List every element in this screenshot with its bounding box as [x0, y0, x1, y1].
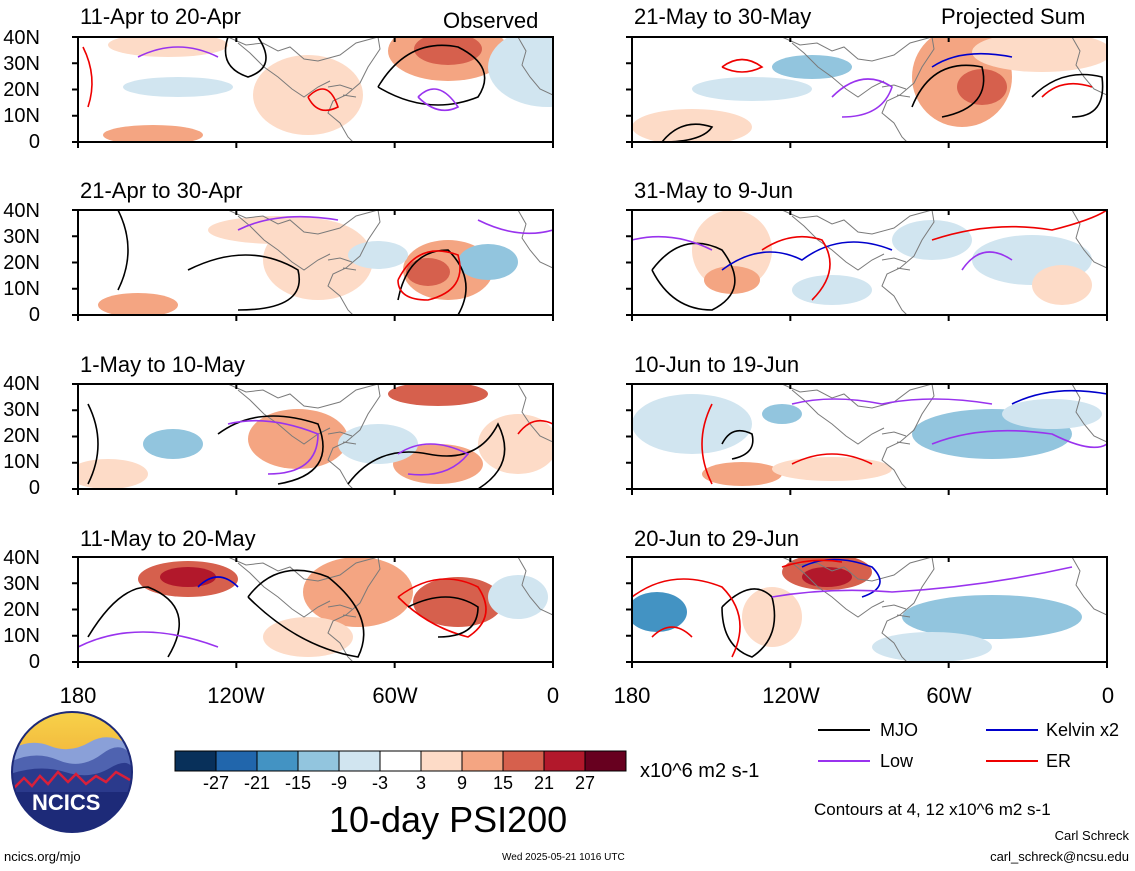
colorbar-box [338, 750, 381, 772]
lat-label-20n: 20N [3, 252, 40, 274]
contours-note: Contours at 4, 12 x10^6 m2 s-1 [814, 800, 1051, 819]
colorbar-box [174, 750, 217, 772]
colorbar-box [379, 750, 422, 772]
map-panel [72, 556, 554, 668]
lon-label-0-right: 0 [1101, 683, 1115, 708]
colorbar-tick: -9 [330, 773, 348, 793]
observed-label: Observed [443, 8, 539, 33]
footer-timestamp: Wed 2025-05-21 1016 UTC [502, 852, 625, 863]
panel-title-projected-3: 10-Jun to 19-Jun [634, 352, 800, 377]
footer-email[interactable]: carl_schreck@ncsu.edu [990, 849, 1129, 864]
legend-label-er: ER [1046, 751, 1072, 771]
lon-label-120w-right: 120W [762, 683, 820, 708]
lat-label-20n: 20N [3, 599, 40, 621]
lat-label-40n: 40N [3, 547, 40, 569]
colorbar-tick: 21 [533, 773, 555, 793]
legend [818, 729, 1038, 762]
panel-title-projected-4: 20-Jun to 29-Jun [634, 526, 800, 551]
lon-label-0-left: 0 [546, 683, 560, 708]
lat-label-10n: 10N [3, 451, 40, 473]
lat-label-eq: 0 [28, 477, 40, 499]
lat-label-30n: 30N [3, 573, 40, 595]
map-panel [72, 36, 554, 148]
lat-label-40n: 40N [3, 200, 40, 222]
lat-label-30n: 30N [3, 226, 40, 248]
colorbar-tick: 9 [456, 773, 468, 793]
lat-label-10n: 10N [3, 625, 40, 647]
lat-label-20n: 20N [3, 425, 40, 447]
ncics-logo: NCICS [10, 710, 134, 834]
colorbar-tick: -21 [243, 773, 271, 793]
map-panel [626, 383, 1108, 495]
lat-label-eq: 0 [28, 651, 40, 673]
legend-label-low: Low [880, 751, 914, 771]
lat-label-10n: 10N [3, 278, 40, 300]
projected-sum-label: Projected Sum [941, 4, 1086, 29]
footer-url[interactable]: ncics.org/mjo [4, 849, 81, 864]
colorbar-box [502, 750, 545, 772]
map-panel [626, 209, 1108, 321]
legend-label-kelvin: Kelvin x2 [1046, 720, 1120, 740]
panel-title-projected-1: 21-May to 30-May [634, 4, 812, 29]
lat-label-eq: 0 [28, 304, 40, 326]
lon-label-120w-left: 120W [207, 683, 265, 708]
colorbar [174, 750, 627, 772]
colorbar-box [461, 750, 504, 772]
colorbar-box [420, 750, 463, 772]
lon-label-180-left: 180 [59, 683, 97, 708]
map-panel [72, 383, 554, 495]
map-panel [626, 36, 1108, 148]
lat-label-eq: 0 [28, 131, 40, 153]
panel-title-observed-2: 21-Apr to 30-Apr [80, 178, 243, 203]
colorbar-box [215, 750, 258, 772]
map-panel [626, 556, 1108, 668]
colorbar-tick: -27 [202, 773, 230, 793]
footer-author: Carl Schreck [1054, 828, 1129, 843]
map-panel [72, 209, 554, 321]
colorbar-tick: -3 [371, 773, 389, 793]
colorbar-tick: 3 [415, 773, 427, 793]
panel-title-observed-1: 11-Apr to 20-Apr [80, 4, 242, 29]
lat-label-30n: 30N [3, 53, 40, 75]
colorbar-box [584, 750, 627, 772]
panel-title-projected-2: 31-May to 9-Jun [634, 178, 793, 203]
main-title: 10-day PSI200 [329, 799, 568, 840]
lon-label-60w-left: 60W [372, 683, 418, 708]
lon-label-60w-right: 60W [926, 683, 972, 708]
colorbar-tick: -15 [284, 773, 312, 793]
legend-label-mjo: MJO [880, 720, 918, 740]
lat-label-40n: 40N [3, 27, 40, 49]
panel-title-observed-4: 11-May to 20-May [80, 526, 256, 551]
lat-label-10n: 10N [3, 105, 40, 127]
logo-text: NCICS [32, 790, 101, 815]
lat-label-30n: 30N [3, 399, 40, 421]
colorbar-box [543, 750, 586, 772]
colorbar-tick: 27 [574, 773, 596, 793]
colorbar-units: x10^6 m2 s-1 [640, 760, 760, 782]
colorbar-box [297, 750, 340, 772]
lat-label-20n: 20N [3, 79, 40, 101]
lon-label-180-right: 180 [613, 683, 651, 708]
panel-title-observed-3: 1-May to 10-May [80, 352, 246, 377]
lat-label-40n: 40N [3, 373, 40, 395]
colorbar-box [256, 750, 299, 772]
colorbar-tick: 15 [492, 773, 514, 793]
